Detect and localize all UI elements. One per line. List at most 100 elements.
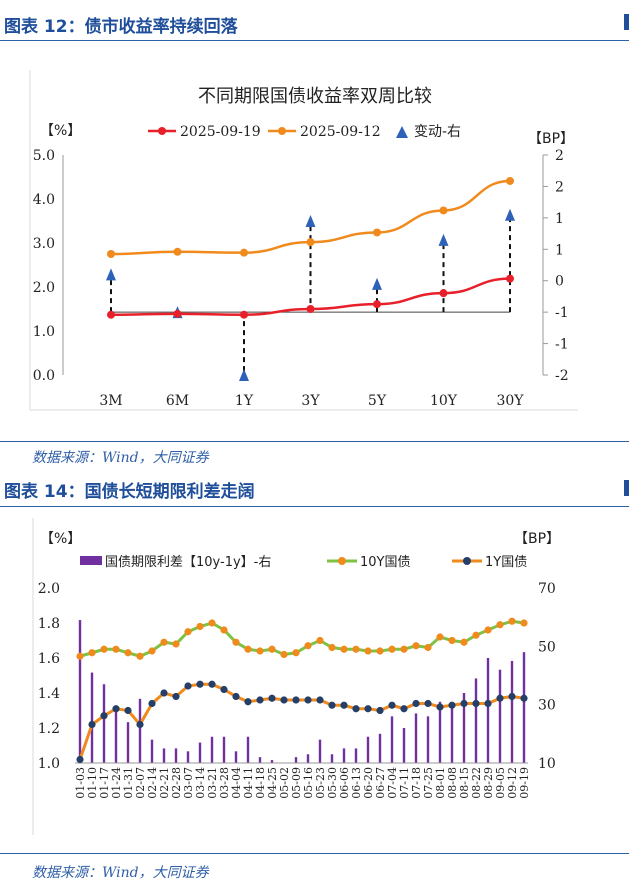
y10-point-03-14 <box>196 622 204 631</box>
y1-point-02-21 <box>160 689 168 697</box>
y1-point-03-07 <box>184 682 192 690</box>
spread-bar-03-14 <box>198 742 202 763</box>
spread-bar-04-11 <box>246 736 250 763</box>
left-tick-label: 5.0 <box>33 148 55 164</box>
series-point-2025-09-12-10Y <box>439 206 448 215</box>
spread-bar-07-11 <box>402 728 406 763</box>
series-point-2025-09-19-30Y <box>506 274 514 283</box>
right-tick-label: 70 <box>538 581 556 597</box>
spread-bar-06-06 <box>342 748 346 763</box>
x-tick-label-05-16: 05-16 <box>302 767 315 799</box>
x-tick-label-06-06: 06-06 <box>338 767 351 799</box>
y10-point-06-20 <box>364 647 372 655</box>
series-point-2025-09-19-3M <box>107 310 115 319</box>
left-tick-label: 4.0 <box>33 192 55 208</box>
legend: 国债期限利差【10y-1y】-右 10Y国债 1Y国债 <box>80 555 527 570</box>
spread-bar-02-07 <box>138 698 142 763</box>
spread-bar-02-14 <box>150 739 154 763</box>
spread-bar-04-04 <box>234 751 238 763</box>
y1-point-08-22 <box>472 699 480 708</box>
legend-label-1y: 1Y国债 <box>485 555 527 570</box>
y10-point-01-24 <box>112 645 120 653</box>
spread-bar-05-30 <box>330 754 334 763</box>
x-tick-label-07-25: 07-25 <box>422 767 435 799</box>
y10-point-03-07 <box>184 628 192 636</box>
y10-point-04-04 <box>232 638 240 646</box>
spread-bar-01-17 <box>102 684 106 763</box>
x-tick-label-07-04: 07-04 <box>386 767 399 799</box>
series-point-2025-09-12-6M <box>173 247 182 256</box>
y1-point-05-09 <box>292 696 300 704</box>
spread-bar-06-20 <box>366 736 370 763</box>
y10-point-07-04 <box>388 645 396 653</box>
y1-point-07-18 <box>412 699 420 708</box>
y10-point-03-28 <box>220 626 228 634</box>
x-tick-label-1Y: 1Y <box>235 393 254 409</box>
y10-point-08-22 <box>472 631 480 639</box>
caption-edge-marker <box>624 480 629 496</box>
x-tick-label-04-18: 04-18 <box>254 767 267 799</box>
x-tick-label-06-13: 06-13 <box>350 767 363 799</box>
figure-14-source: 数据来源：Wind，大同证券 <box>32 865 209 881</box>
spread-bar-01-24 <box>114 710 118 763</box>
y1-point-08-29 <box>484 699 492 708</box>
x-tick-label-07-11: 07-11 <box>398 767 411 799</box>
left-tick-label: 1.6 <box>38 651 60 667</box>
x-tick-label-5Y: 5Y <box>368 393 387 409</box>
y10-point-05-23 <box>316 636 324 645</box>
x-tick-label-08-22: 08-22 <box>470 767 483 799</box>
y1-point-01-24 <box>112 705 120 713</box>
right-tick-label: 0 <box>555 274 564 290</box>
left-tick-label: 1.4 <box>38 686 60 702</box>
spread-bar-09-19 <box>522 652 526 763</box>
x-tick-label-05-02: 05-02 <box>278 767 291 799</box>
right-tick-label: 2 <box>555 179 564 195</box>
spread-bar-08-01 <box>438 701 442 763</box>
chart-title: 不同期限国债收益率双周比较 <box>198 86 432 107</box>
y10-point-02-28 <box>172 640 180 648</box>
spread-bar-07-25 <box>426 716 430 763</box>
right-axis-unit: 【BP】 <box>514 531 560 547</box>
right-tick-label: 2 <box>555 148 564 164</box>
legend: 2025-09-19 2025-09-12 变动-右 <box>148 124 461 140</box>
change-marker-10Y <box>438 233 449 246</box>
left-tick-label: 2.0 <box>33 280 55 296</box>
x-tick-label-30Y: 30Y <box>496 393 524 409</box>
y1-point-03-28 <box>220 685 228 694</box>
x-tick-label-01-10: 01-10 <box>86 767 99 799</box>
legend-marker-change <box>396 126 408 138</box>
spread-bar-03-28 <box>222 736 226 763</box>
spread-bar-08-29 <box>486 658 490 763</box>
legend-label-change: 变动-右 <box>414 124 461 140</box>
left-tick-label: 1.0 <box>33 324 55 340</box>
spread-bar-06-13 <box>354 748 358 763</box>
series-point-2025-09-12-1Y <box>240 248 248 257</box>
left-axis-unit: 【%】 <box>40 531 81 547</box>
spread-bar-02-21 <box>162 748 166 763</box>
x-tick-label-08-29: 08-29 <box>482 767 495 799</box>
y1-point-02-07 <box>136 720 144 729</box>
change-marker-3Y <box>305 215 316 227</box>
spread-bar-09-05 <box>498 669 502 763</box>
x-tick-label-02-28: 02-28 <box>170 767 183 799</box>
y1-point-01-03 <box>76 755 84 764</box>
x-tick-label-04-25: 04-25 <box>266 767 279 799</box>
y1-point-03-14 <box>196 680 204 688</box>
series-point-2025-09-19-1Y <box>240 310 248 319</box>
spread-bar-08-22 <box>474 678 478 763</box>
left-tick-label: 0.0 <box>33 368 55 384</box>
spread-bar-03-07 <box>186 751 190 763</box>
x-tick-label-08-15: 08-15 <box>458 767 471 799</box>
spread-bar-06-27 <box>378 733 382 763</box>
legend-swatch-spread <box>80 556 102 565</box>
spread-bar-05-16 <box>306 754 310 763</box>
x-tick-label-01-17: 01-17 <box>98 767 111 799</box>
y10-point-05-16 <box>304 642 312 650</box>
y1-point-04-18 <box>256 696 264 704</box>
x-tick-label-08-01: 08-01 <box>434 767 447 799</box>
yield-comparison-chart: 不同期限国债收益率双周比较【%】 【BP】 2025-09-19 2025-09-12… <box>29 70 578 411</box>
spread-bar-03-21 <box>210 736 214 763</box>
right-tick-label: -1 <box>555 337 569 353</box>
y1-point-05-23 <box>316 696 324 704</box>
x-tick-label-03-14: 03-14 <box>194 767 207 799</box>
